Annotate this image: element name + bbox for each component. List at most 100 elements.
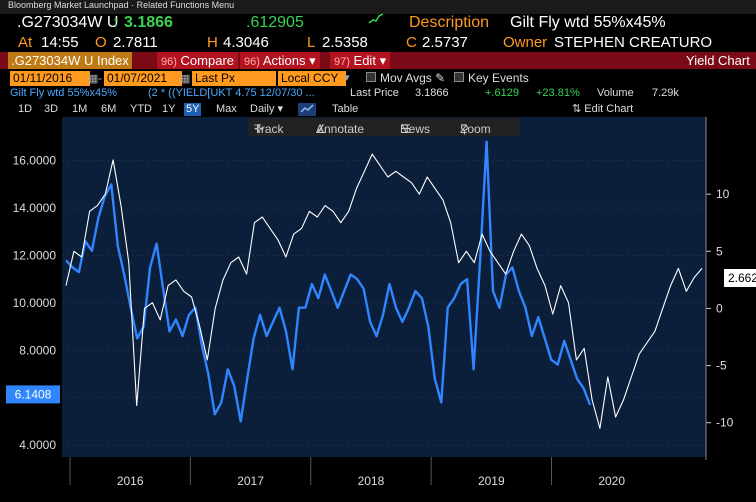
ticker[interactable]: .G273034W U (17, 14, 119, 31)
news-icon: ☰ (400, 122, 411, 136)
calendar-icon[interactable]: ▦ (180, 73, 191, 85)
magnifier-icon: ⚲ (460, 122, 469, 136)
low-label: L (307, 34, 316, 51)
info-row: At 14:55 O 2.7811 H 4.3046 L 2.5358 C 2.… (0, 33, 756, 52)
yield-chart[interactable]: 16.000014.000012.000010.00008.00006.0000… (0, 117, 756, 502)
left-axis-tick-label: 10.0000 (13, 296, 57, 310)
quote-row: .G273034W U ↑ 3.1866 .612905 Description… (0, 13, 756, 33)
open-label: O (95, 34, 107, 51)
edit-number: 97) (334, 56, 350, 68)
chart-tools-bar: ✛ Track ∠ Annotate ☰ News ⚲ Zoom (248, 118, 520, 136)
pencil-icon[interactable]: ✎ (435, 71, 446, 85)
last-price-label: Last Price (350, 87, 399, 99)
left-last-value: 6.1408 (15, 387, 52, 401)
caret-down-icon: ▾ (277, 103, 284, 115)
edit-button[interactable]: 97) Edit ▾ (330, 52, 391, 69)
actions-label: Actions (262, 53, 306, 68)
compare-number: 96) (161, 56, 177, 68)
currency-select[interactable]: Local CCY (278, 71, 346, 86)
date-separator: - (98, 71, 102, 85)
high-label: H (207, 34, 218, 51)
at-label: At (18, 34, 33, 51)
right-last-value-bg (724, 269, 756, 288)
close-value: 2.5737 (422, 34, 468, 51)
x-axis-year-label: 2017 (237, 474, 264, 488)
chart-name: Yield Chart (686, 53, 750, 68)
actions-number: 96) (244, 56, 260, 68)
function-toolbar: .G273034W U Index 96) Compare 96) Action… (0, 52, 756, 69)
compare-button[interactable]: 96) Compare (157, 52, 238, 69)
legend-last-price: 3.1866 (415, 87, 449, 99)
period-bar: 1D 3D 1M 6M YTD 1Y 5Y Max Daily ▾ Table … (0, 102, 756, 117)
edit-chart-label: Edit Chart (584, 103, 634, 115)
legend-series-1: Gilt Fly wtd 55%x45% (10, 87, 117, 99)
line-chart-icon[interactable] (298, 103, 316, 116)
end-date-field[interactable]: 01/07/2021 (104, 71, 182, 86)
period-1d[interactable]: 1D (18, 103, 33, 115)
checkbox-icon (366, 72, 376, 82)
left-axis-tick-label: 14.0000 (13, 201, 57, 215)
mov-avgs-toggle[interactable]: Mov Avgs ✎ (366, 71, 445, 86)
right-last-value: 2.662 (728, 271, 756, 285)
open-value: 2.7811 (113, 34, 158, 51)
period-3d[interactable]: 3D (44, 103, 59, 115)
x-axis-year-label: 2020 (598, 474, 625, 488)
high-value: 4.3046 (223, 34, 269, 51)
annotate-label: Annotate (316, 122, 365, 136)
owner-label: Owner (503, 34, 548, 51)
series-white-line (65, 153, 703, 429)
owner-name: STEPHEN CREATURO (554, 34, 713, 51)
right-last-value-tag: 2.662 (724, 269, 756, 288)
price-field-select[interactable]: Last Px (192, 71, 276, 86)
left-last-value-bg (6, 385, 60, 404)
actions-button[interactable]: 96) Actions ▾ (240, 52, 320, 69)
left-axis-tick-label: 8.0000 (19, 343, 56, 357)
right-axis-tick-label: 5 (716, 244, 723, 258)
title-bar: Bloomberg Market Launchpad · Related Fun… (0, 0, 756, 14)
left-last-value-tag: 6.1408 (6, 385, 60, 404)
security-field[interactable]: .G273034W U Index (8, 52, 132, 69)
mov-avgs-label: Mov Avgs (380, 71, 432, 85)
left-axis-tick-label: 16.0000 (13, 154, 57, 168)
checkbox-icon (454, 72, 464, 82)
start-date-field[interactable]: 01/11/2016 (10, 71, 90, 86)
frequency-select[interactable]: Daily ▾ (248, 103, 285, 116)
dropdown-icon[interactable]: ▾ (344, 72, 350, 84)
calendar-icon[interactable]: ▦ (88, 73, 99, 85)
left-axis-tick-label: 4.0000 (19, 438, 56, 452)
period-1m[interactable]: 1M (72, 103, 88, 115)
right-axis-tick-label: 0 (716, 301, 723, 315)
price-change: .612905 (246, 14, 304, 31)
close-label: C (406, 34, 417, 51)
legend-series-2: (2 * ((YIELD[UKT 4.75 12/07/30 ... (148, 87, 315, 99)
edit-chart-button[interactable]: ⇅ Edit Chart (570, 103, 635, 116)
right-axis-tick-label: -10 (716, 416, 734, 430)
key-events-toggle[interactable]: Key Events (454, 71, 529, 86)
plot-area (62, 117, 706, 457)
caret-down-icon: ▾ (309, 53, 316, 68)
period-ytd[interactable]: YTD (130, 103, 152, 115)
period-5y[interactable]: 5Y (184, 103, 202, 116)
x-axis-year-label: 2016 (117, 474, 144, 488)
legend-row: Gilt Fly wtd 55%x45% (2 * ((YIELD[UKT 4.… (0, 87, 756, 102)
period-1y[interactable]: 1Y (162, 103, 176, 115)
pen-icon: ∠ (316, 122, 327, 136)
left-axis-tick-label: 12.0000 (13, 249, 57, 263)
up-arrow-icon: ↑ (112, 14, 120, 31)
settings-row: 01/11/2016 ▦ - 01/07/2021 ▦ Last Px Loca… (0, 70, 756, 87)
period-6m[interactable]: 6M (101, 103, 117, 115)
compare-label: Compare (180, 53, 234, 68)
edit-chart-icon: ⇅ (572, 103, 582, 115)
right-axis-tick-label: -5 (716, 359, 727, 373)
table-button[interactable]: Table (332, 103, 359, 115)
caret-down-icon: ▾ (379, 53, 387, 68)
x-axis-year-label: 2018 (358, 474, 385, 488)
volume-label: Volume (597, 87, 634, 99)
x-axis-year-label: 2019 (478, 474, 505, 488)
news-label: News (400, 122, 431, 136)
track-label: Track (254, 122, 284, 136)
period-max[interactable]: Max (216, 103, 237, 115)
legend-pct-change: +23.81% (536, 87, 580, 99)
last-price: 3.1866 (124, 14, 173, 31)
edit-label: Edit (353, 53, 376, 68)
